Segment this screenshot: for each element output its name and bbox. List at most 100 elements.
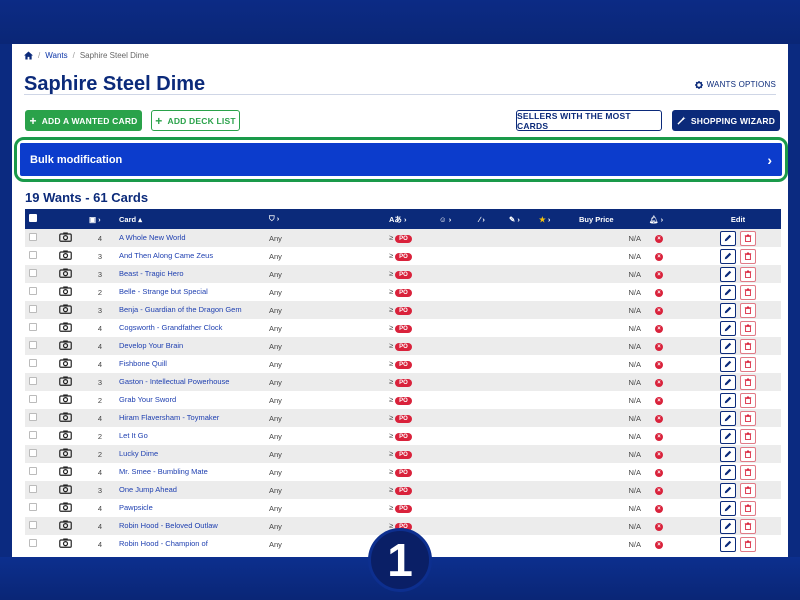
row-card-name[interactable]: Cogsworth - Grandfather Clock: [119, 323, 223, 332]
row-checkbox[interactable]: [29, 413, 37, 421]
edit-button[interactable]: [720, 374, 736, 390]
edit-button[interactable]: [720, 482, 736, 498]
delete-button[interactable]: [740, 266, 756, 282]
alert-sort-header[interactable]: 🔔︎ ›: [649, 214, 664, 224]
signed-sort-header[interactable]: ✎ ›: [509, 214, 520, 224]
row-checkbox[interactable]: [29, 485, 37, 493]
row-card-name[interactable]: One Jump Ahead: [119, 485, 177, 494]
wants-options-link[interactable]: WANTS OPTIONS: [694, 80, 776, 89]
row-checkbox[interactable]: [29, 431, 37, 439]
edit-button[interactable]: [720, 464, 736, 480]
delete-button[interactable]: [740, 374, 756, 390]
foil-sort-header[interactable]: ∕ ›: [479, 214, 485, 224]
row-checkbox[interactable]: [29, 287, 37, 295]
delete-button[interactable]: [740, 500, 756, 516]
edit-button[interactable]: [720, 230, 736, 246]
camera-icon[interactable]: [58, 268, 72, 278]
delete-button[interactable]: [740, 392, 756, 408]
row-card-name[interactable]: Hiram Flaversham - Toymaker: [119, 413, 220, 422]
edit-button[interactable]: [720, 536, 736, 552]
edit-button[interactable]: [720, 338, 736, 354]
row-checkbox[interactable]: [29, 323, 37, 331]
row-card-name[interactable]: Benja - Guardian of the Dragon Gem: [119, 305, 242, 314]
row-card-name[interactable]: Fishbone Quill: [119, 359, 167, 368]
camera-icon[interactable]: [58, 376, 72, 386]
edit-button[interactable]: [720, 302, 736, 318]
row-checkbox[interactable]: [29, 305, 37, 313]
altered-sort-header[interactable]: ★ ›: [539, 214, 551, 224]
row-card-name[interactable]: Lucky Dime: [119, 449, 159, 458]
row-checkbox[interactable]: [29, 521, 37, 529]
buy-price-header[interactable]: Buy Price: [579, 214, 614, 224]
breadcrumb-wants-link[interactable]: Wants: [45, 51, 68, 60]
image-sort-header[interactable]: ▣ ›: [89, 214, 101, 224]
sellers-most-cards-button[interactable]: SELLERS WITH THE MOST CARDS: [516, 110, 662, 131]
row-card-name[interactable]: Mr. Smee - Bumbling Mate: [119, 467, 208, 476]
camera-icon[interactable]: [58, 340, 72, 350]
edit-button[interactable]: [720, 428, 736, 444]
camera-icon[interactable]: [58, 232, 72, 242]
delete-button[interactable]: [740, 230, 756, 246]
camera-icon[interactable]: [58, 502, 72, 512]
camera-icon[interactable]: [58, 322, 72, 332]
edit-button[interactable]: [720, 320, 736, 336]
camera-icon[interactable]: [58, 412, 72, 422]
edit-button[interactable]: [720, 500, 736, 516]
camera-icon[interactable]: [58, 250, 72, 260]
delete-button[interactable]: [740, 410, 756, 426]
delete-button[interactable]: [740, 464, 756, 480]
delete-button[interactable]: [740, 536, 756, 552]
row-card-name[interactable]: Belle - Strange but Special: [119, 287, 208, 296]
camera-icon[interactable]: [58, 520, 72, 530]
select-all-checkbox[interactable]: [29, 214, 37, 222]
delete-button[interactable]: [740, 284, 756, 300]
edit-button[interactable]: [720, 392, 736, 408]
edit-button[interactable]: [720, 518, 736, 534]
bulk-modification-panel[interactable]: Bulk modification ›: [20, 143, 782, 176]
row-card-name[interactable]: Pawpsicle: [119, 503, 153, 512]
delete-button[interactable]: [740, 428, 756, 444]
edit-button[interactable]: [720, 266, 736, 282]
edit-button[interactable]: [720, 446, 736, 462]
edit-button[interactable]: [720, 356, 736, 372]
camera-icon[interactable]: [58, 484, 72, 494]
row-checkbox[interactable]: [29, 251, 37, 259]
add-wanted-card-button[interactable]: + ADD A WANTED CARD: [25, 110, 142, 131]
language-sort-header[interactable]: Aあ ›: [389, 214, 407, 224]
camera-icon[interactable]: [58, 358, 72, 368]
row-checkbox[interactable]: [29, 359, 37, 367]
row-card-name[interactable]: Beast - Tragic Hero: [119, 269, 184, 278]
edit-button[interactable]: [720, 410, 736, 426]
camera-icon[interactable]: [58, 394, 72, 404]
row-card-name[interactable]: Develop Your Brain: [119, 341, 184, 350]
row-checkbox[interactable]: [29, 341, 37, 349]
add-deck-list-button[interactable]: + ADD DECK LIST: [151, 110, 240, 131]
delete-button[interactable]: [740, 320, 756, 336]
delete-button[interactable]: [740, 248, 756, 264]
row-checkbox[interactable]: [29, 539, 37, 547]
row-checkbox[interactable]: [29, 467, 37, 475]
delete-button[interactable]: [740, 338, 756, 354]
row-card-name[interactable]: Let It Go: [119, 431, 148, 440]
row-card-name[interactable]: Robin Hood - Champion of: [119, 539, 208, 548]
edit-button[interactable]: [720, 284, 736, 300]
card-sort-header[interactable]: Card ▴: [115, 209, 265, 229]
shopping-wizard-button[interactable]: SHOPPING WIZARD: [672, 110, 780, 131]
delete-button[interactable]: [740, 446, 756, 462]
camera-icon[interactable]: [58, 466, 72, 476]
row-checkbox[interactable]: [29, 449, 37, 457]
row-card-name[interactable]: Robin Hood - Beloved Outlaw: [119, 521, 218, 530]
row-card-name[interactable]: And Then Along Came Zeus: [119, 251, 214, 260]
row-checkbox[interactable]: [29, 233, 37, 241]
delete-button[interactable]: [740, 356, 756, 372]
expansion-sort-header[interactable]: ⛉ ›: [269, 214, 280, 223]
home-icon[interactable]: [24, 51, 33, 60]
row-checkbox[interactable]: [29, 503, 37, 511]
row-checkbox[interactable]: [29, 377, 37, 385]
row-checkbox[interactable]: [29, 395, 37, 403]
row-card-name[interactable]: A Whole New World: [119, 233, 186, 242]
camera-icon[interactable]: [58, 538, 72, 548]
delete-button[interactable]: [740, 482, 756, 498]
camera-icon[interactable]: [58, 430, 72, 440]
camera-icon[interactable]: [58, 448, 72, 458]
